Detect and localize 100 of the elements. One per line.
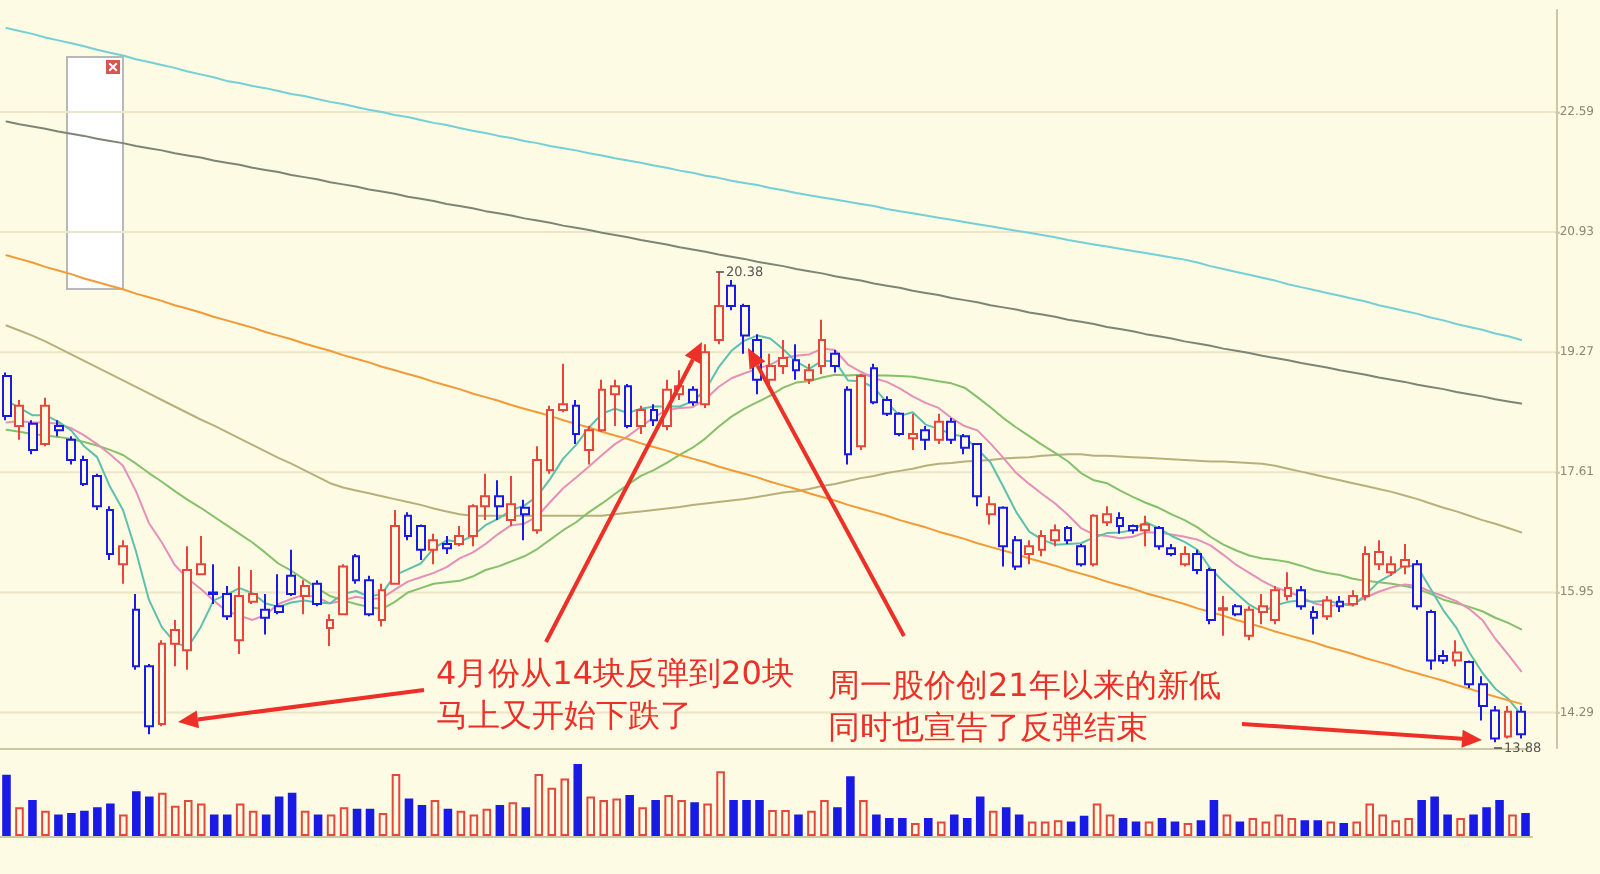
bar [443, 808, 453, 836]
annotation: 周一股价创21年以来的新低同时也宣告了反弹结束 [828, 666, 1221, 746]
candlestick [792, 343, 800, 381]
bar [1183, 823, 1193, 836]
candlestick [196, 535, 206, 576]
bar [716, 771, 725, 836]
bar [742, 800, 751, 836]
candlestick [1348, 589, 1358, 608]
candlestick [584, 425, 594, 466]
bar [391, 774, 401, 836]
candlestick [390, 508, 400, 585]
bar [1079, 815, 1089, 836]
candlestick [1050, 523, 1060, 548]
bar [638, 807, 647, 836]
bar [417, 805, 427, 836]
candlestick [1102, 505, 1112, 527]
candlestick [610, 378, 620, 428]
bar [872, 814, 881, 836]
bar [690, 802, 699, 836]
bar [313, 814, 323, 836]
bar [158, 792, 167, 836]
candlestick [1336, 595, 1344, 613]
candlestick [1116, 511, 1124, 535]
candlestick [92, 472, 102, 511]
bar [93, 807, 102, 836]
bar [612, 798, 621, 836]
candlestick [118, 539, 128, 585]
bar [1248, 818, 1258, 836]
bar [898, 818, 907, 836]
bar [949, 814, 959, 836]
candlestick [1090, 513, 1098, 568]
bar [1196, 820, 1206, 836]
candlestick [804, 362, 814, 386]
candlestick [286, 548, 296, 598]
bar [1365, 803, 1374, 836]
bar [651, 800, 660, 836]
candlestick [1284, 571, 1292, 602]
candlestick [636, 404, 646, 435]
bar [755, 800, 764, 836]
bar [41, 810, 50, 836]
bar [521, 807, 531, 836]
line-series [5, 27, 1523, 341]
bar [54, 814, 63, 836]
candlestick [326, 613, 334, 647]
bar [145, 796, 154, 836]
bar [365, 808, 375, 836]
bar [1118, 818, 1128, 836]
bar [1001, 807, 1011, 836]
candlestick [54, 419, 64, 438]
bar [1014, 814, 1024, 836]
bar [1443, 814, 1452, 836]
line-series [5, 120, 1523, 405]
bar [1222, 814, 1232, 836]
candlestick [1076, 542, 1086, 568]
bar [1053, 820, 1063, 836]
bar [482, 808, 492, 836]
bar [28, 800, 37, 836]
bar [378, 812, 388, 836]
bar [547, 787, 557, 836]
bar [1430, 796, 1439, 836]
bar [729, 800, 738, 836]
bar [703, 803, 712, 836]
candlestick [1322, 595, 1332, 621]
bar [339, 807, 349, 836]
bar [326, 814, 336, 836]
bar [1339, 823, 1349, 836]
bar [1456, 818, 1465, 836]
candlestick [404, 511, 412, 542]
bar [15, 807, 24, 836]
bar [1287, 818, 1297, 836]
bar [67, 812, 76, 836]
line-series [5, 324, 1523, 534]
bar [170, 805, 180, 836]
bar [1521, 812, 1530, 836]
bar [1404, 818, 1413, 836]
bar [248, 810, 258, 836]
bar [119, 814, 128, 836]
bar [560, 778, 570, 836]
candlestick [378, 582, 386, 628]
candlestick [106, 505, 114, 561]
bar [911, 823, 920, 836]
bar [885, 818, 894, 836]
bar [1170, 821, 1180, 836]
bar [794, 814, 803, 836]
bar [183, 800, 193, 836]
bar [1378, 814, 1387, 836]
candlestick [546, 404, 554, 475]
bar [430, 800, 440, 836]
bar [132, 791, 141, 836]
bar [781, 810, 790, 836]
candlestick [260, 592, 270, 636]
candlestick [1362, 545, 1370, 602]
bar [1495, 800, 1504, 836]
candlestick [1154, 524, 1164, 551]
candlestick [144, 663, 154, 736]
bar [1209, 800, 1219, 836]
bar [1131, 821, 1141, 836]
bar [1313, 820, 1323, 836]
bar [975, 796, 985, 836]
candlestick [844, 385, 852, 466]
